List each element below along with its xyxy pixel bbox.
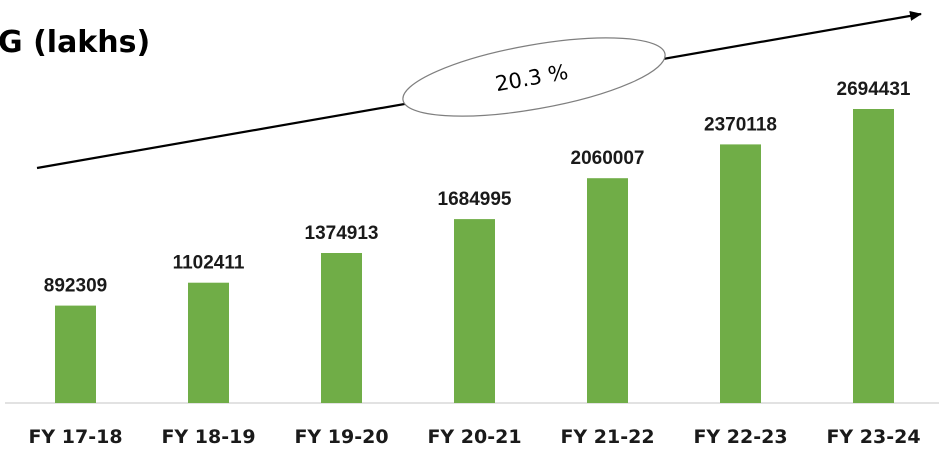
bar-fy-18-19: [188, 282, 229, 403]
bar-fy-23-24: [853, 109, 894, 403]
data-label: 2694431: [837, 79, 911, 100]
bars-group: [55, 109, 894, 403]
x-tick-label: FY 22-23: [693, 426, 787, 448]
data-label: 892309: [44, 276, 107, 297]
x-tick-label: FY 21-22: [560, 426, 654, 448]
chart-title: G (lakhs): [0, 25, 150, 60]
bar-fy-19-20: [321, 253, 362, 403]
x-tick-label: FY 17-18: [28, 426, 122, 448]
data-labels-group: 892309 1102411 1374913 1684995 2060007 237011…: [44, 79, 911, 297]
cagr-ellipse: [402, 37, 666, 117]
bar-fy-17-18: [55, 305, 96, 403]
bar-fy-21-22: [587, 178, 628, 403]
bar-fy-22-23: [720, 144, 761, 403]
bar-fy-20-21: [454, 219, 495, 403]
x-tick-labels-group: FY 17-18 FY 18-19 FY 19-20 FY 20-21 FY 21-22…: [28, 426, 920, 448]
data-label: 1374913: [305, 223, 379, 244]
x-tick-label: FY 19-20: [294, 426, 388, 448]
data-label: 2370118: [704, 114, 777, 135]
data-label: 1102411: [173, 253, 245, 274]
data-label: 2060007: [571, 148, 645, 169]
x-tick-label: FY 23-24: [826, 426, 920, 448]
x-tick-label: FY 18-19: [161, 426, 255, 448]
x-tick-label: FY 20-21: [427, 426, 521, 448]
data-label: 1684995: [438, 189, 512, 210]
